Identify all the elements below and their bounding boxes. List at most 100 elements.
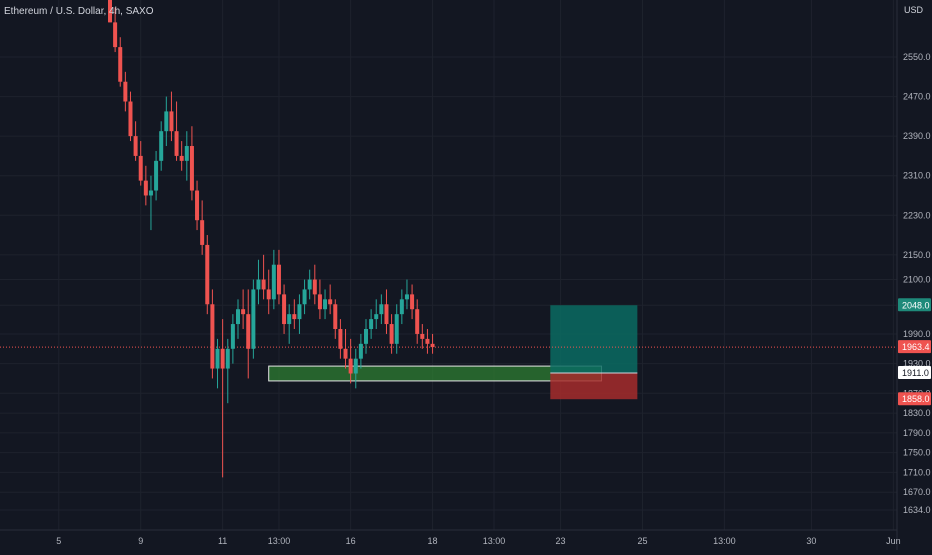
price-badge-text: 1963.4 bbox=[902, 342, 930, 352]
candle-down bbox=[113, 7, 118, 53]
candle-body bbox=[333, 304, 338, 329]
candle-body bbox=[307, 279, 312, 290]
candle-up bbox=[364, 319, 368, 354]
candle-down bbox=[410, 284, 415, 320]
candle-up bbox=[297, 294, 302, 334]
candle-down bbox=[389, 314, 394, 354]
candle-body bbox=[143, 180, 148, 196]
candle-down bbox=[200, 200, 205, 255]
candle-body bbox=[302, 289, 307, 305]
candle-down bbox=[246, 289, 251, 379]
candle-body bbox=[159, 131, 164, 161]
candle-body bbox=[415, 309, 420, 334]
candle-down bbox=[261, 254, 266, 300]
candle-body bbox=[323, 299, 328, 310]
y-tick-label: 2390.0 bbox=[903, 131, 931, 141]
candle-body bbox=[369, 319, 374, 329]
candle-body bbox=[230, 324, 235, 349]
candle-up bbox=[374, 299, 379, 329]
candle-body bbox=[123, 81, 128, 102]
price-badge-entry: 1911.0 bbox=[898, 366, 931, 380]
candle-body bbox=[195, 190, 200, 221]
candle-up bbox=[302, 279, 307, 315]
candle-up bbox=[154, 150, 159, 201]
candle-down bbox=[220, 319, 225, 478]
x-tick-label: 9 bbox=[138, 536, 143, 546]
candle-up bbox=[148, 175, 153, 231]
price-badge-text: 2048.0 bbox=[902, 300, 930, 310]
candle-body bbox=[287, 314, 292, 325]
candle-down bbox=[266, 269, 271, 315]
x-tick-label: 13:00 bbox=[713, 536, 736, 546]
candle-down bbox=[123, 71, 128, 112]
candle-down bbox=[108, 0, 112, 23]
candle-body bbox=[338, 328, 343, 349]
candle-up bbox=[215, 338, 220, 389]
candle-body bbox=[256, 279, 261, 290]
candle-body bbox=[154, 160, 159, 191]
x-tick-label: 13:00 bbox=[483, 536, 506, 546]
candle-down bbox=[415, 299, 420, 344]
y-tick-label: 1750.0 bbox=[903, 448, 931, 458]
x-tick-label: 23 bbox=[556, 536, 566, 546]
candle-body bbox=[348, 358, 353, 374]
candle-body bbox=[297, 304, 302, 320]
candle-body bbox=[271, 264, 276, 300]
x-tick-label: Jun bbox=[886, 536, 901, 546]
candle-body bbox=[328, 299, 333, 305]
y-tick-label: 2550.0 bbox=[903, 52, 931, 62]
candle-down bbox=[292, 299, 297, 329]
x-tick-label: 5 bbox=[56, 536, 61, 546]
candle-body bbox=[410, 294, 415, 310]
y-tick-label: 2470.0 bbox=[903, 92, 931, 102]
target-zone bbox=[550, 305, 638, 374]
price-badge-bg bbox=[898, 366, 931, 380]
candle-down bbox=[241, 289, 246, 329]
candle-up bbox=[184, 131, 189, 181]
candle-body bbox=[404, 294, 409, 300]
y-tick-label: 2100.0 bbox=[903, 275, 931, 285]
y-tick-label: 1710.0 bbox=[903, 467, 931, 477]
candle-up bbox=[358, 333, 363, 369]
candle-body bbox=[399, 299, 404, 315]
candle-body bbox=[420, 333, 425, 339]
price-badge-bg bbox=[898, 340, 931, 354]
candle-body bbox=[394, 314, 399, 344]
price-badge-bg bbox=[898, 298, 931, 312]
candle-up bbox=[251, 279, 256, 359]
candle-up bbox=[256, 259, 261, 305]
candle-down bbox=[276, 249, 281, 305]
y-tick-label: 1790.0 bbox=[903, 428, 931, 438]
candle-down bbox=[430, 333, 435, 354]
y-tick-label: 1990.0 bbox=[903, 329, 931, 339]
candle-body bbox=[384, 304, 389, 325]
candle-down bbox=[348, 338, 353, 384]
candle-down bbox=[312, 264, 317, 305]
candle-body bbox=[138, 155, 143, 181]
candle-body bbox=[246, 314, 251, 349]
candle-up bbox=[236, 299, 240, 339]
price-badge-last: 1963.4 bbox=[898, 340, 931, 354]
candle-up bbox=[230, 314, 235, 364]
candle-body bbox=[353, 358, 358, 374]
price-badge-bg bbox=[898, 392, 931, 406]
candle-down bbox=[328, 284, 333, 315]
price-badge-text: 1911.0 bbox=[902, 368, 929, 378]
candle-down bbox=[384, 289, 389, 334]
candle-body bbox=[189, 146, 194, 191]
candle-body bbox=[379, 304, 384, 315]
candle-body bbox=[220, 348, 225, 369]
x-tick-label: 25 bbox=[637, 536, 647, 546]
candle-down bbox=[420, 324, 425, 349]
candle-down bbox=[179, 141, 184, 171]
candle-body bbox=[210, 304, 215, 369]
candle-body bbox=[282, 294, 287, 325]
candle-down bbox=[282, 284, 287, 334]
candle-body bbox=[118, 47, 123, 82]
candle-body bbox=[215, 348, 220, 369]
candle-body bbox=[108, 0, 112, 23]
price-badge-stop: 1858.0 bbox=[898, 392, 931, 406]
y-tick-label: 1634.0 bbox=[903, 505, 931, 515]
